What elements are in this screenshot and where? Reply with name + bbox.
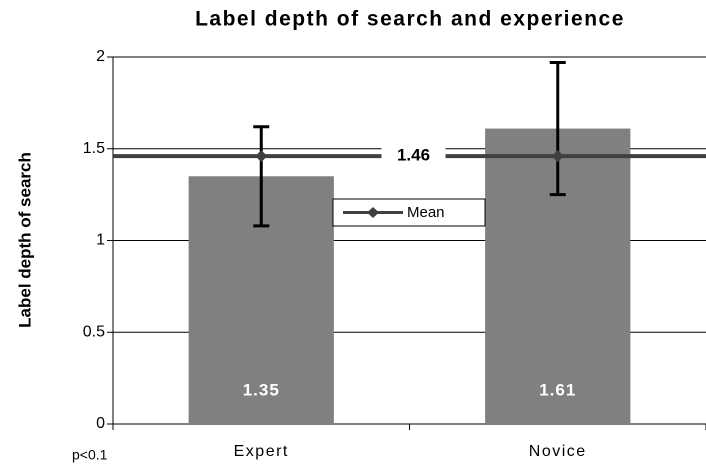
bar-value-label: 1.61: [539, 380, 576, 399]
mean-marker: [551, 150, 564, 163]
x-tick-label: Novice: [529, 443, 587, 460]
bar-value-label: 1.35: [243, 380, 280, 399]
chart-title: Label depth of search and experience: [195, 8, 625, 31]
y-tick-label: 1.5: [83, 140, 105, 157]
y-tick-label: 2: [96, 48, 105, 65]
mean-marker: [255, 150, 268, 163]
y-axis-label: Label depth of search: [15, 152, 34, 328]
mean-label: 1.46: [397, 146, 430, 165]
mean-label-bg: [381, 145, 446, 168]
y-tick-label: 0: [96, 415, 105, 432]
annotation: p<0.1: [72, 447, 108, 463]
legend-label: Mean: [407, 204, 445, 221]
y-tick-label: 1: [96, 232, 105, 249]
legend-marker: [367, 207, 379, 218]
x-tick-label: Expert: [234, 443, 289, 460]
y-tick-label: 0.5: [83, 323, 105, 340]
